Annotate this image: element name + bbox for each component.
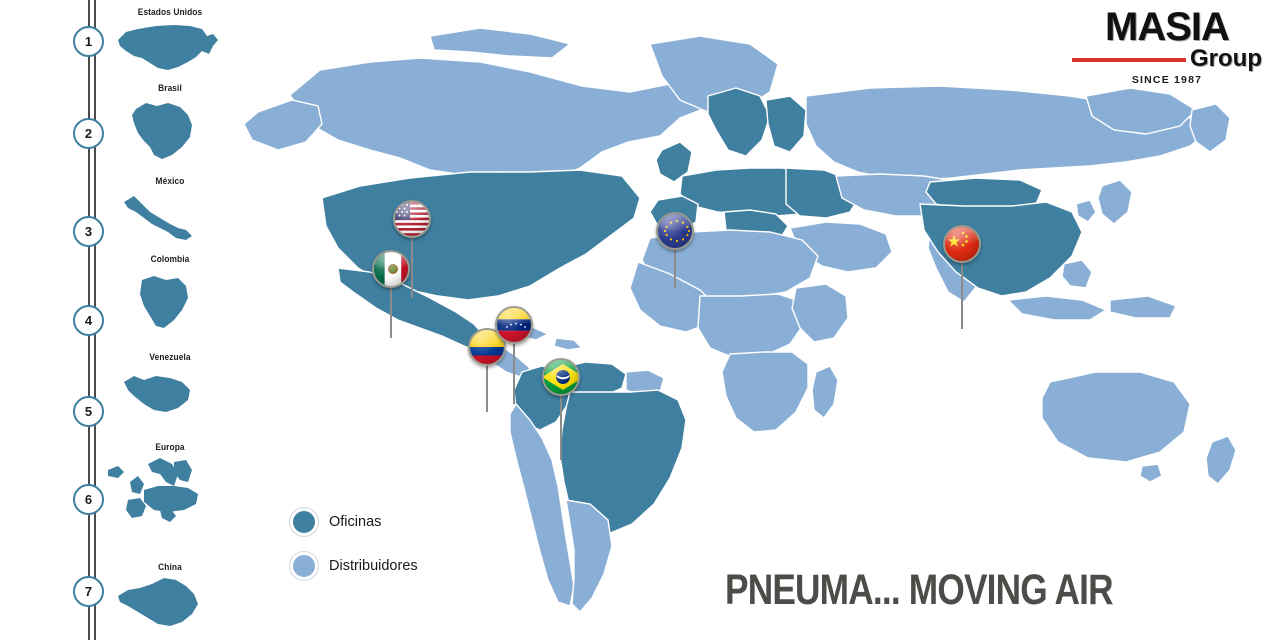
sidebar-number-7: 7 [73,576,104,607]
tagline: PNEUMA... MOVING AIR [725,566,1114,614]
region-japan [1097,179,1133,225]
region-kamchatka [1189,103,1231,153]
legend-dot-office-icon [290,508,318,536]
sidebar-shape-colombia [126,268,198,334]
region-australia [1041,371,1191,463]
region-philippines [1061,259,1093,289]
region-hispaniola [553,337,584,351]
sidebar-label-europa: Europa [155,442,185,453]
sidebar-label-venezuela: Venezuela [149,352,191,363]
region-canada [289,57,723,179]
legend-dot-distributor-icon [290,552,318,580]
region-finland-baltics [765,95,807,153]
sidebar-number-2: 2 [73,118,104,149]
region-west-africa [629,261,717,333]
map-legend: Oficinas Distribuidores [290,508,418,596]
region-east-africa [791,283,849,343]
region-scandinavia [707,87,771,157]
sidebar-shape-brazil [124,95,200,163]
sidebar-shape-china [112,572,206,630]
region-argentina [565,499,613,614]
region-new-guinea [1109,295,1177,319]
region-andean-southern-cone [509,402,575,607]
sidebar-number-4: 4 [73,305,104,336]
sidebar-number-1: 1 [73,26,104,57]
region-tasmania [1139,463,1163,483]
region-canada-arctic [429,27,572,59]
china-flag-icon [943,225,981,263]
sidebar-label-colombia: Colombia [150,254,190,265]
map-pin-mexico[interactable] [372,250,410,340]
region-indonesia [1006,295,1108,321]
logo-since-text: SINCE 1987 [1131,74,1203,87]
sidebar-label-estados-unidos: Estados Unidos [137,7,203,18]
legend-label-oficinas: Oficinas [329,514,382,530]
legend-item-distribuidores: Distribuidores [290,552,418,580]
sidebar-shape-europe [100,452,210,526]
sidebar-shape-venezuela [120,366,200,422]
sidebar-shape-united-states [112,18,228,74]
legend-label-distribuidores: Distribuidores [329,558,418,574]
region-madagascar [811,365,839,420]
logo-group-word: Group [1190,45,1262,73]
venezuela-flag-icon [495,306,533,344]
world-map: .d{fill:#3f7fa0;stroke:#ffffff;stroke-wi… [230,0,1280,640]
mexico-flag-icon [372,250,410,288]
masia-group-logo: MASIA Group SINCE 1987 [1072,5,1262,87]
sidebar-label-china: China [158,562,182,573]
region-central-africa [697,293,805,359]
region-southern-africa [721,351,809,433]
region-uk-ireland [655,141,693,183]
map-pin-venezuela[interactable] [495,306,533,404]
map-pin-europa[interactable] [656,212,694,290]
sidebar-label-mexico: México [155,176,185,187]
region-new-zealand [1205,435,1237,485]
map-pin-brasil[interactable] [542,358,580,460]
sidebar-shape-mexico [120,190,200,250]
us-flag-icon [393,200,431,238]
brazil-flag-icon [542,358,580,396]
region-alaska [243,99,323,151]
map-pin-china[interactable] [943,225,981,335]
legend-item-oficinas: Oficinas [290,508,418,536]
sidebar-number-3: 3 [73,216,104,247]
logo-brand-name: MASIA [1105,5,1230,49]
european-union-flag-icon [656,212,694,250]
region-korea [1075,199,1097,223]
country-sidebar: Estados Unidos 1 Brasil 2 México 3 Colom… [0,0,230,640]
sidebar-number-5: 5 [73,396,104,427]
logo-red-bar [1072,58,1186,63]
region-siberia-east [1085,87,1198,135]
sidebar-number-6: 6 [73,484,104,515]
sidebar-label-brasil: Brasil [158,83,182,94]
